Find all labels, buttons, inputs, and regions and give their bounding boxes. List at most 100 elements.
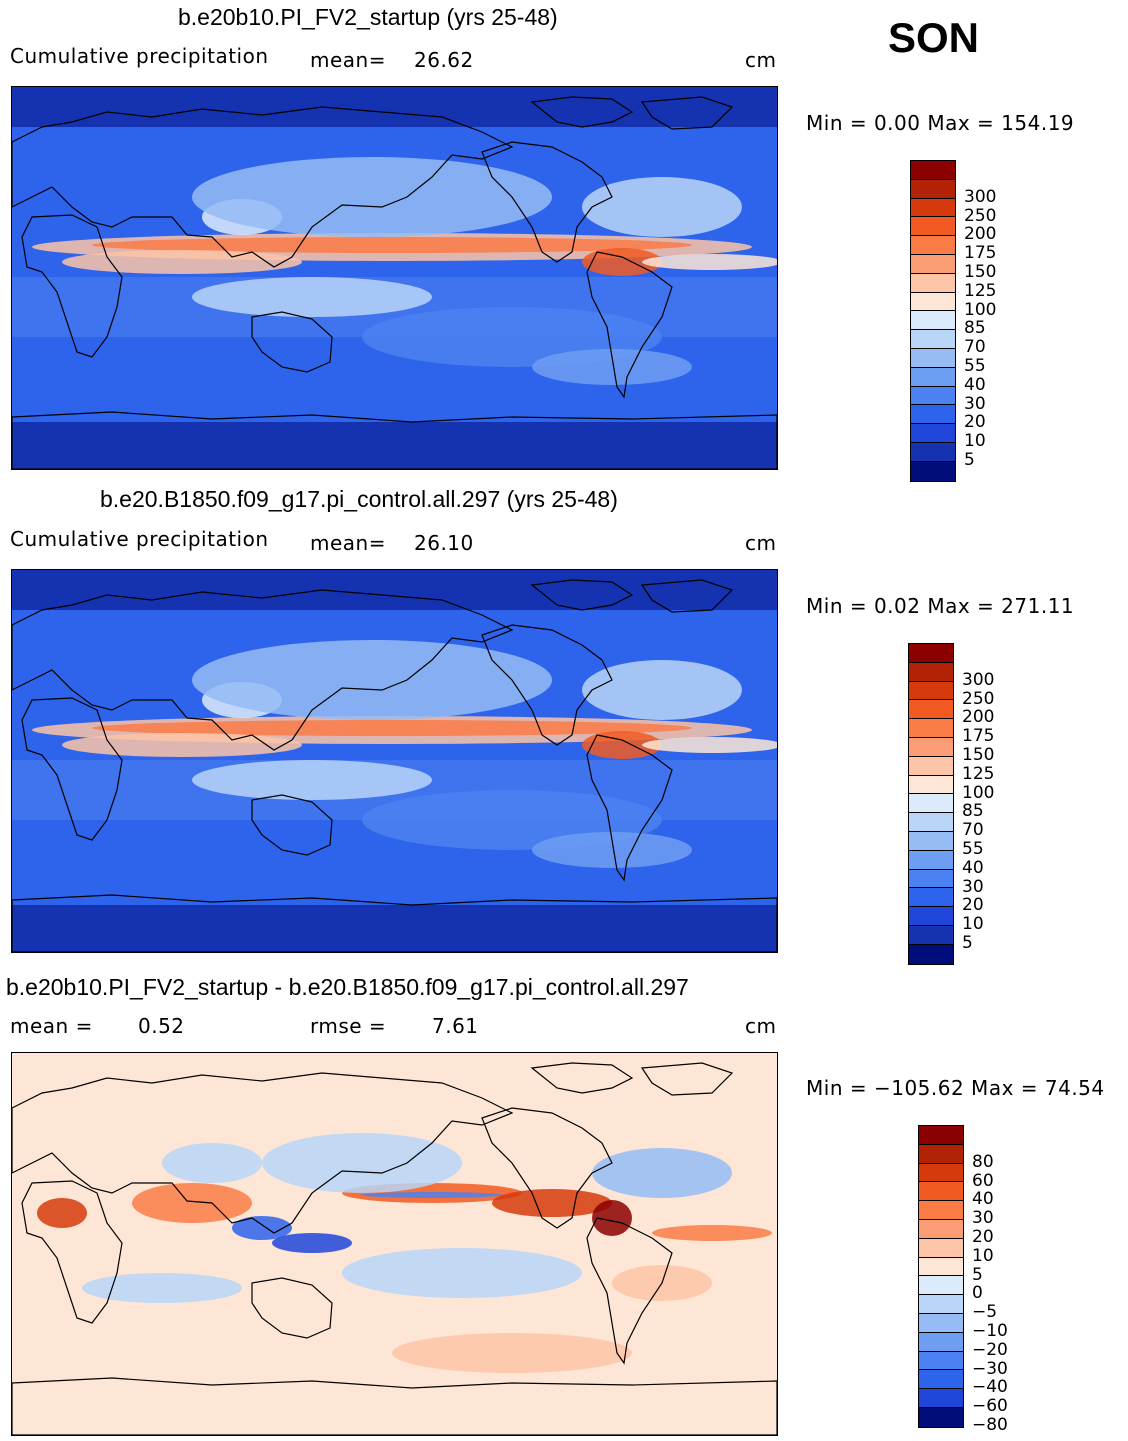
map-field-contour <box>582 177 742 237</box>
coastline <box>586 251 673 399</box>
colorbar-tick-label: 250 <box>962 688 995 709</box>
coastline <box>21 214 123 358</box>
colorbar-swatch <box>919 1126 963 1145</box>
coastline <box>21 697 123 841</box>
colorbar-tick-label: 20 <box>972 1227 994 1247</box>
map-field-contour <box>592 1200 632 1236</box>
map-field-contour <box>42 347 282 387</box>
colorbar-swatch <box>909 813 953 832</box>
colorbar-swatch <box>911 348 955 368</box>
colorbar-swatch <box>919 1238 963 1258</box>
colorbar-swatch <box>909 850 953 870</box>
colorbar-tick-label: −5 <box>972 1302 998 1323</box>
colorbar-tick-label: 30 <box>964 393 986 414</box>
map-field-contour <box>62 250 302 274</box>
coastline <box>640 579 734 613</box>
panel-3-rmse-label: rmse = <box>310 1014 387 1038</box>
colorbar-tick-label: 5 <box>972 1264 983 1285</box>
map-field-contour <box>92 237 692 253</box>
colorbar-swatches <box>918 1125 964 1428</box>
colorbar-tick-label: 80 <box>972 1151 994 1172</box>
colorbar-tick-label: 10 <box>962 914 984 935</box>
colorbar-swatch <box>911 386 955 406</box>
panel-1-title: b.e20b10.PI_FV2_startup (yrs 25-48) <box>178 4 558 30</box>
colorbar-swatch <box>919 1201 963 1220</box>
map-field-contour <box>232 1216 292 1240</box>
map-field-contour <box>362 1192 502 1198</box>
coastline <box>12 894 777 952</box>
map-field-contour <box>652 1225 772 1241</box>
colorbar-tick-label: −10 <box>972 1321 1008 1341</box>
colorbar-tick-label: −30 <box>972 1358 1008 1379</box>
coastline <box>481 624 613 746</box>
colorbar-tick-label: 10 <box>964 431 986 452</box>
map-field-contour <box>532 832 692 868</box>
colorbar-tick-label: 125 <box>962 763 995 784</box>
colorbar-swatch <box>919 1407 963 1427</box>
colorbar-tick-label: 100 <box>962 782 995 803</box>
coastline <box>530 1062 634 1094</box>
colorbar-swatch <box>911 442 955 462</box>
coastline <box>586 734 673 882</box>
map-field-contour <box>92 720 692 736</box>
map-band-north <box>12 570 777 610</box>
map-field-contour <box>592 1148 732 1198</box>
colorbar-swatch <box>911 367 955 387</box>
colorbar-tick-label: 55 <box>964 356 986 376</box>
colorbar-tick-label: −20 <box>972 1339 1008 1360</box>
colorbar-tick-label: 300 <box>964 186 997 207</box>
map-field-contour <box>262 1133 462 1193</box>
coastline <box>12 411 777 469</box>
coastline <box>12 1377 777 1435</box>
colorbar-tick-label: 85 <box>964 318 986 339</box>
coastline <box>251 794 333 856</box>
colorbar-swatch <box>919 1144 963 1164</box>
coastline <box>530 579 634 611</box>
colorbar-tick-label: 70 <box>962 820 984 841</box>
panel-3-rmse-value: 7.61 <box>432 1014 479 1038</box>
panel-2-units: cm <box>745 531 777 555</box>
panel-3-map <box>11 1052 778 1436</box>
colorbar-swatch <box>919 1276 963 1296</box>
colorbar-swatch <box>911 461 955 481</box>
colorbar-swatches <box>910 160 956 482</box>
colorbar-swatch <box>909 869 953 889</box>
colorbar-swatch <box>911 236 955 255</box>
coastline <box>251 1277 333 1339</box>
map-field-contour <box>272 1233 352 1253</box>
colorbar-tick-label: −80 <box>972 1415 1008 1435</box>
colorbar-swatch <box>909 644 953 663</box>
colorbar-swatches <box>908 643 954 965</box>
map-band-south <box>12 422 777 469</box>
panel-2-map <box>11 569 778 953</box>
colorbar-tick-label: 125 <box>964 280 997 301</box>
colorbar-tick-label: 60 <box>972 1170 994 1191</box>
panel-1-units: cm <box>745 48 777 72</box>
map-band-south <box>12 905 777 952</box>
panel-1-variable-label: Cumulative precipitation <box>10 44 269 68</box>
colorbar-swatch <box>911 179 955 199</box>
panel-2-variable-label: Cumulative precipitation <box>10 527 269 551</box>
colorbar-swatch <box>909 944 953 964</box>
map-field-contour <box>642 254 777 270</box>
colorbar-tick-label: 0 <box>972 1283 983 1304</box>
panel-2-minmax: Min = 0.02 Max = 271.11 <box>806 594 1075 618</box>
map-field-contour <box>582 660 742 720</box>
colorbar-swatch <box>911 292 955 312</box>
panel-3-mean-value: 0.52 <box>138 1014 185 1038</box>
colorbar-swatch <box>911 405 955 425</box>
colorbar-swatch <box>909 756 953 776</box>
map-field-contour <box>37 1198 87 1228</box>
panel-2-mean-label: mean= <box>310 531 386 555</box>
map-field-contour <box>582 731 662 759</box>
colorbar-tick-label: −40 <box>972 1377 1008 1398</box>
colorbar-swatch <box>911 254 955 274</box>
map-background <box>12 1053 777 1435</box>
colorbar-swatch <box>909 794 953 814</box>
panel-1-minmax: Min = 0.00 Max = 154.19 <box>806 111 1075 135</box>
coastline <box>12 589 514 751</box>
colorbar-tick-label: 30 <box>972 1208 994 1229</box>
colorbar-swatch <box>909 700 953 720</box>
map-field-contour <box>582 248 662 276</box>
map-field-contour <box>342 1248 582 1298</box>
